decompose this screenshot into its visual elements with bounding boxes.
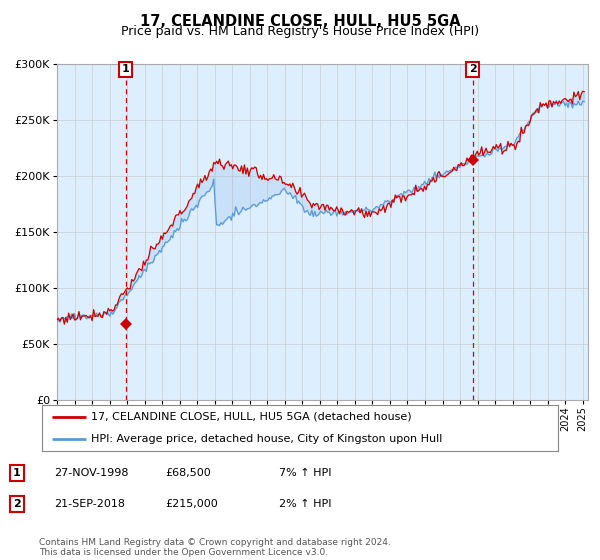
Text: 7% ↑ HPI: 7% ↑ HPI <box>279 468 331 478</box>
Text: 1: 1 <box>122 64 130 74</box>
Text: £68,500: £68,500 <box>165 468 211 478</box>
Text: 2: 2 <box>13 499 20 509</box>
Text: Contains HM Land Registry data © Crown copyright and database right 2024.
This d: Contains HM Land Registry data © Crown c… <box>39 538 391 557</box>
Text: 2: 2 <box>469 64 476 74</box>
Text: HPI: Average price, detached house, City of Kingston upon Hull: HPI: Average price, detached house, City… <box>91 434 442 444</box>
Text: 21-SEP-2018: 21-SEP-2018 <box>54 499 125 509</box>
Text: Price paid vs. HM Land Registry's House Price Index (HPI): Price paid vs. HM Land Registry's House … <box>121 25 479 38</box>
Text: 17, CELANDINE CLOSE, HULL, HU5 5GA (detached house): 17, CELANDINE CLOSE, HULL, HU5 5GA (deta… <box>91 412 412 422</box>
Text: 1: 1 <box>13 468 20 478</box>
Text: 27-NOV-1998: 27-NOV-1998 <box>54 468 128 478</box>
Text: 2% ↑ HPI: 2% ↑ HPI <box>279 499 331 509</box>
Text: £215,000: £215,000 <box>165 499 218 509</box>
Text: 17, CELANDINE CLOSE, HULL, HU5 5GA: 17, CELANDINE CLOSE, HULL, HU5 5GA <box>140 14 460 29</box>
